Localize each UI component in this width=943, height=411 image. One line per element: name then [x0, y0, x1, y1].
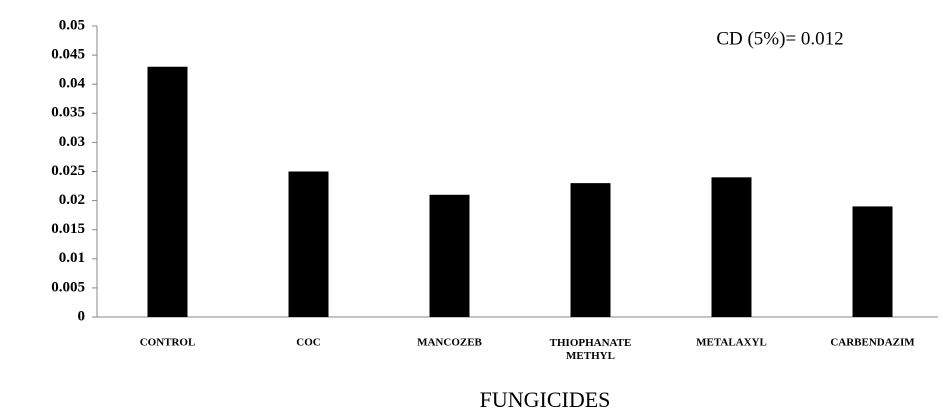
x-tick-label: MANCOZEB: [417, 337, 482, 349]
bar: [852, 206, 893, 317]
annotation: CD (5%)= 0.012: [716, 28, 843, 49]
y-tick-label: 0.025: [51, 163, 85, 179]
x-tick-label: COC: [296, 337, 321, 349]
x-tick-label: METALAXYL: [696, 337, 767, 349]
y-tick-label: 0: [78, 308, 86, 324]
x-tick-label: CARBENDAZIM: [830, 337, 915, 349]
x-tick-label: CONTROL: [140, 337, 196, 349]
y-tick-label: 0.05: [59, 17, 85, 33]
y-tick-label: 0.015: [51, 221, 85, 237]
x-tick-label: THIOPHANATE METHYL: [550, 337, 632, 362]
y-tick-label: 0.03: [59, 134, 85, 150]
bar: [429, 194, 470, 317]
bar: [570, 183, 611, 317]
y-tick-label: 0.045: [51, 47, 85, 63]
y-tick-label: 0.01: [59, 250, 85, 266]
y-tick-label: 0.04: [59, 76, 86, 92]
bar: [288, 171, 329, 317]
bar: [711, 177, 752, 317]
y-tick-label: 0.035: [51, 105, 85, 121]
x-axis-label: FUNGICIDES: [480, 387, 611, 411]
bar: [147, 66, 188, 318]
y-tick-label: 0.005: [51, 279, 85, 295]
y-tick-label: 0.02: [59, 192, 85, 208]
